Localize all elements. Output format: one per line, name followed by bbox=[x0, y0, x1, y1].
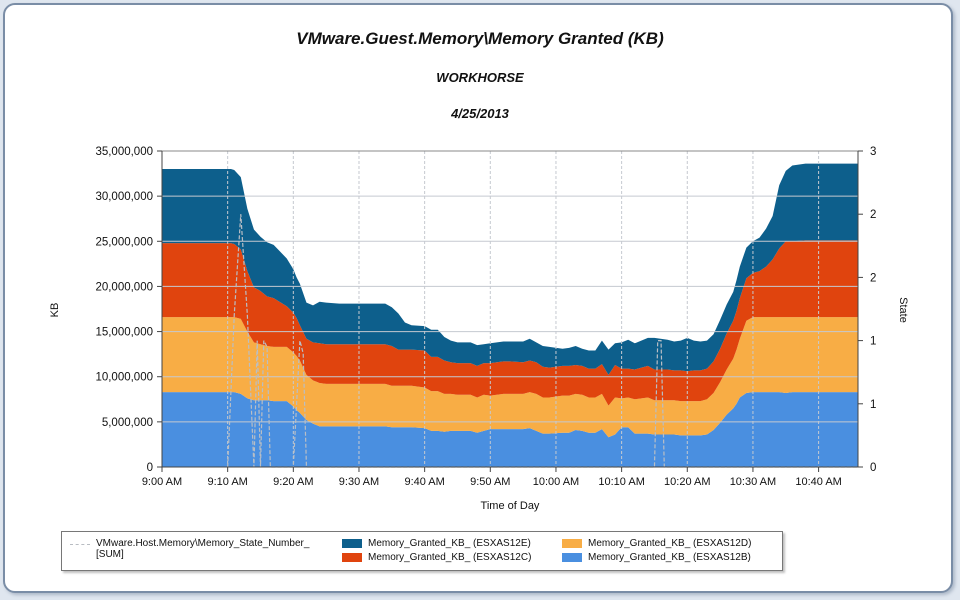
x-tick-label: 9:20 AM bbox=[273, 476, 313, 488]
x-tick-label: 9:00 AM bbox=[142, 476, 182, 488]
area-series-memory-granted-kb-esxas12c- bbox=[162, 240, 858, 406]
x-tick-label: 10:20 AM bbox=[664, 476, 710, 488]
x-tick-label: 10:40 AM bbox=[795, 476, 841, 488]
y2-tick-label: 0 bbox=[870, 462, 876, 474]
y-tick-label: 30,000,000 bbox=[95, 191, 153, 203]
x-tick-label: 10:00 AM bbox=[533, 476, 579, 488]
y-tick-label: 5,000,000 bbox=[102, 417, 153, 429]
legend-item-esxas12e: Memory_Granted_KB_ (ESXAS12E) bbox=[342, 538, 531, 549]
y-axis-label: KB bbox=[49, 303, 61, 318]
legend-swatch bbox=[342, 539, 362, 548]
y-tick-label: 15,000,000 bbox=[95, 327, 153, 339]
area-series-memory-granted-kb-esxas12b- bbox=[162, 392, 858, 467]
y-tick-label: 0 bbox=[147, 462, 153, 474]
y2-axis-label: State bbox=[897, 297, 909, 323]
y-tick-label: 20,000,000 bbox=[95, 281, 153, 293]
legend-item-esxas12d: Memory_Granted_KB_ (ESXAS12D) bbox=[562, 538, 751, 549]
legend-item-esxas12c: Memory_Granted_KB_ (ESXAS12C) bbox=[342, 552, 531, 563]
legend-label: Memory_Granted_KB_ (ESXAS12C) bbox=[368, 552, 532, 563]
y-tick-label: 10,000,000 bbox=[95, 372, 153, 384]
legend-label: Memory_Granted_KB_ (ESXAS12B) bbox=[588, 552, 751, 563]
chart-date: 4/25/2013 bbox=[451, 106, 509, 121]
x-tick-label: 9:10 AM bbox=[207, 476, 247, 488]
x-tick-label: 10:10 AM bbox=[598, 476, 644, 488]
legend-swatch bbox=[342, 553, 362, 562]
chart-legend: VMware.Host.Memory\Memory_State_Number_ … bbox=[61, 531, 783, 571]
x-tick-label: 10:30 AM bbox=[730, 476, 776, 488]
y2-tick-label: 2 bbox=[870, 272, 876, 284]
legend-label: Memory_Granted_KB_ (ESXAS12D) bbox=[588, 538, 752, 549]
legend-label: Memory_Granted_KB_ (ESXAS12E) bbox=[368, 538, 531, 549]
area-series-memory-granted-kb-esxas12e- bbox=[162, 163, 858, 375]
y2-tick-label: 3 bbox=[870, 146, 876, 158]
chart-title: VMware.Guest.Memory\Memory Granted (KB) bbox=[296, 29, 664, 48]
legend-dash-swatch bbox=[70, 544, 90, 545]
area-series-memory-granted-kb-esxas12d- bbox=[162, 317, 858, 438]
state-series-line bbox=[227, 214, 858, 468]
x-tick-label: 9:50 AM bbox=[470, 476, 510, 488]
legend-swatch bbox=[562, 553, 582, 562]
x-tick-label: 9:30 AM bbox=[339, 476, 379, 488]
legend-item-state: VMware.Host.Memory\Memory_State_Number_ … bbox=[70, 538, 309, 560]
y-tick-label: 35,000,000 bbox=[95, 146, 153, 158]
y2-tick-label: 2 bbox=[870, 209, 876, 221]
legend-item-esxas12b: Memory_Granted_KB_ (ESXAS12B) bbox=[562, 552, 751, 563]
chart-subtitle: WORKHORSE bbox=[436, 70, 524, 85]
x-tick-label: 9:40 AM bbox=[404, 476, 444, 488]
y-tick-label: 25,000,000 bbox=[95, 236, 153, 248]
x-axis-label: Time of Day bbox=[481, 500, 540, 512]
y2-tick-label: 1 bbox=[870, 399, 876, 411]
y2-tick-label: 1 bbox=[870, 336, 876, 348]
legend-label: VMware.Host.Memory\Memory_State_Number_ … bbox=[96, 538, 310, 560]
legend-swatch bbox=[562, 539, 582, 548]
